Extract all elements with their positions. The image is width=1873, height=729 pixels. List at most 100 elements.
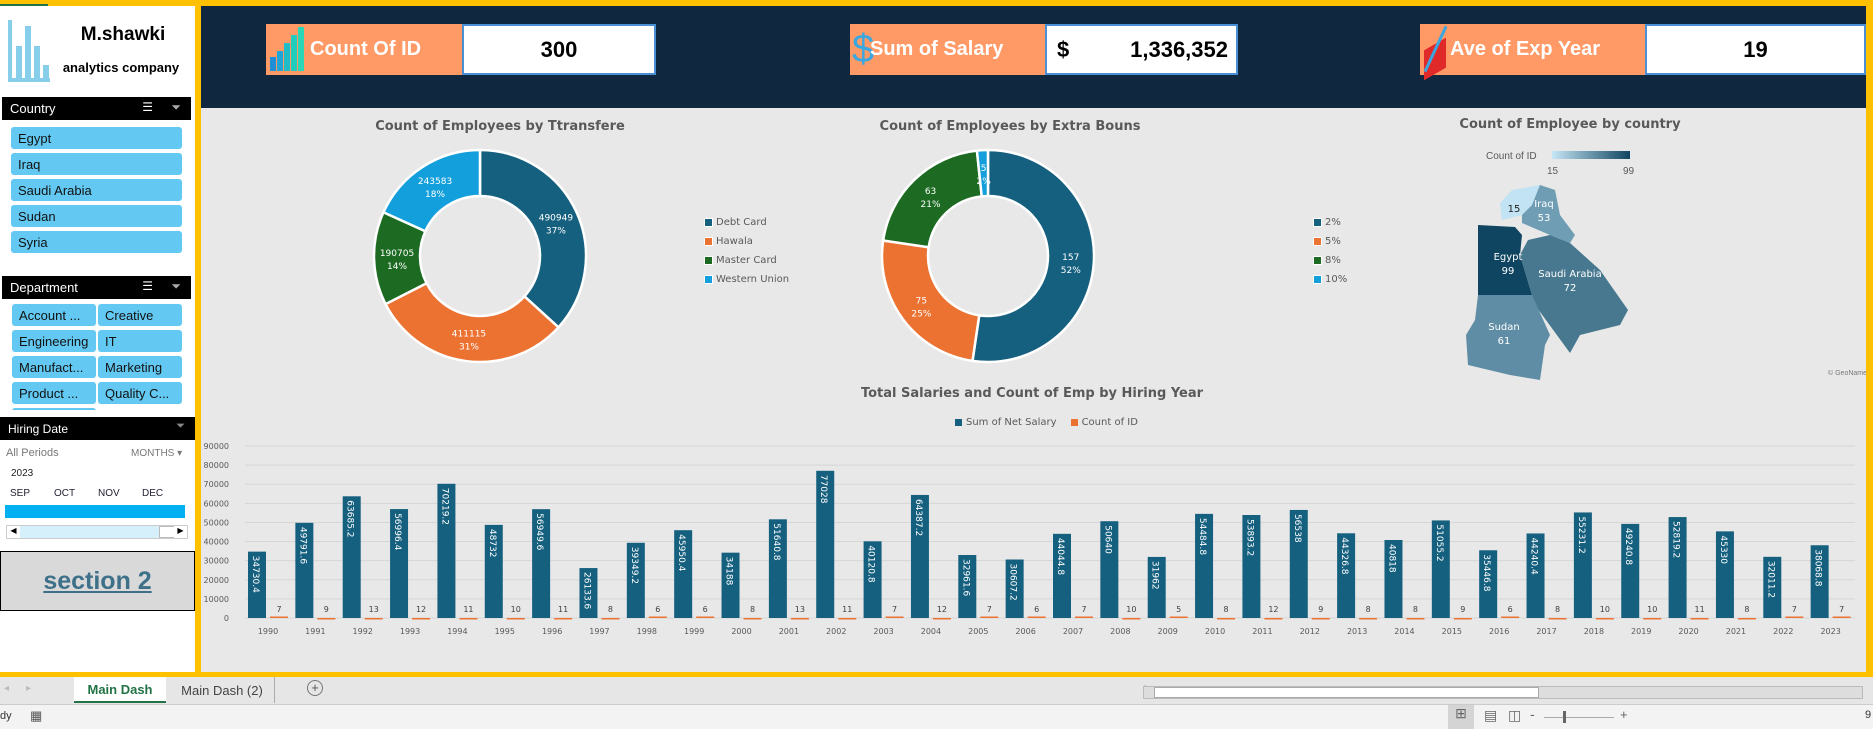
count-bar[interactable] [1169, 616, 1188, 619]
count-bar[interactable] [1122, 617, 1141, 620]
salary-bar[interactable] [910, 494, 929, 618]
department-slicer-item[interactable]: Product ... [12, 382, 96, 404]
count-bar[interactable] [412, 617, 431, 620]
count-bar[interactable] [1311, 617, 1330, 620]
add-sheet-icon[interactable]: + [307, 680, 323, 696]
salary-bar[interactable] [1621, 523, 1640, 618]
salary-bar[interactable] [484, 524, 503, 618]
department-slicer-item[interactable]: Account ... [12, 304, 96, 326]
salary-bar[interactable] [1289, 509, 1308, 618]
salary-bar[interactable] [1195, 513, 1214, 618]
department-slicer-item[interactable]: Marketing [98, 356, 182, 378]
count-bar[interactable] [648, 616, 667, 619]
count-bar[interactable] [1359, 617, 1378, 620]
department-slicer-item[interactable]: Quality C... [98, 382, 182, 404]
count-bar[interactable] [1406, 617, 1425, 620]
count-bar[interactable] [1264, 617, 1283, 620]
count-bar[interactable] [317, 617, 336, 620]
salary-bar[interactable] [1479, 550, 1498, 618]
donut-slice[interactable] [971, 148, 1096, 364]
count-bar[interactable] [1595, 617, 1614, 620]
count-bar[interactable] [1027, 616, 1046, 619]
country-slicer-item[interactable]: Saudi Arabia [11, 179, 182, 201]
count-bar[interactable] [364, 617, 383, 620]
clear-filter-icon[interactable]: ⏷ [171, 100, 181, 114]
tab-main-dash[interactable]: Main Dash [74, 677, 166, 703]
salary-bar[interactable] [958, 555, 977, 618]
salary-bar[interactable] [1715, 531, 1734, 618]
count-bar[interactable] [885, 616, 904, 619]
clear-filter-icon[interactable]: ⏷ [171, 279, 181, 293]
zoom-out-icon[interactable]: - [1530, 706, 1535, 722]
page-break-icon[interactable]: ◫ [1508, 707, 1522, 723]
count-bar[interactable] [1785, 616, 1804, 619]
count-bar[interactable] [696, 616, 715, 619]
salary-bar[interactable] [1053, 533, 1071, 618]
page-layout-icon[interactable]: ▤ [1484, 707, 1498, 723]
horizontal-scrollbar[interactable] [1143, 686, 1863, 699]
salary-bar[interactable] [1431, 520, 1450, 618]
salary-bar[interactable] [390, 509, 409, 618]
donut-slice[interactable] [880, 239, 981, 363]
salary-bar[interactable] [437, 483, 456, 618]
department-slicer-item[interactable]: Sales [12, 408, 96, 410]
department-slicer-item[interactable]: Engineering [12, 330, 96, 352]
count-bar[interactable] [932, 617, 951, 620]
donut-slice[interactable] [383, 281, 561, 364]
count-bar[interactable] [1217, 617, 1236, 620]
salary-bar[interactable] [1337, 533, 1356, 618]
salary-bar[interactable] [768, 519, 787, 618]
zoom-in-icon[interactable]: + [1620, 707, 1628, 722]
salary-bar[interactable] [342, 496, 361, 618]
salary-bar[interactable] [532, 509, 551, 618]
count-bar[interactable] [1690, 617, 1709, 620]
count-bar[interactable] [601, 617, 620, 620]
tab-main-dash-2[interactable]: Main Dash (2) [170, 677, 275, 703]
count-bar[interactable] [980, 616, 999, 619]
count-bar[interactable] [1453, 617, 1472, 620]
count-bar[interactable] [1501, 616, 1520, 619]
salary-bar[interactable] [1526, 533, 1545, 618]
salary-bar[interactable] [1810, 545, 1829, 618]
salary-bar[interactable] [1005, 559, 1024, 618]
count-bar[interactable] [1643, 617, 1662, 620]
count-bar[interactable] [790, 617, 809, 620]
section-2-button[interactable]: section 2 [0, 551, 195, 611]
count-bar[interactable] [1548, 617, 1567, 620]
map-region-saudi[interactable] [1520, 235, 1628, 353]
salary-bar[interactable] [626, 542, 645, 618]
time-level-dropdown[interactable]: MONTHS ▾ [131, 448, 183, 459]
map-region-syria[interactable] [1500, 185, 1540, 220]
normal-view-icon[interactable]: ⊞ [1448, 705, 1474, 729]
count-bar[interactable] [554, 617, 573, 620]
salary-bar[interactable] [1242, 515, 1261, 618]
salary-bar[interactable] [863, 541, 882, 618]
salary-bar[interactable] [1100, 521, 1119, 618]
salary-bar[interactable] [248, 551, 266, 618]
count-bar[interactable] [1075, 616, 1093, 619]
count-bar[interactable] [459, 617, 478, 620]
country-slicer-item[interactable]: Syria [11, 231, 182, 253]
section-2-link[interactable]: section 2 [43, 566, 152, 595]
department-slicer-item[interactable]: IT [98, 330, 182, 352]
salary-bar[interactable] [579, 568, 598, 618]
tab-scroll-left-icon[interactable]: ◂ [4, 683, 10, 694]
map-region-iraq[interactable] [1522, 185, 1575, 243]
count-bar[interactable] [1737, 617, 1756, 620]
clear-filter-icon[interactable]: ⏷ [176, 420, 185, 432]
country-slicer-item[interactable]: Sudan [11, 205, 182, 227]
count-bar[interactable] [270, 616, 288, 619]
salary-bar[interactable] [295, 522, 314, 618]
scroll-right-icon[interactable]: ▶ [174, 526, 187, 538]
department-slicer-item[interactable]: Creative [98, 304, 182, 326]
multi-select-icon[interactable]: ☰ [142, 100, 153, 114]
scroll-thumb[interactable] [159, 526, 175, 538]
donut-slice[interactable] [478, 148, 588, 330]
timeline-selection-bar[interactable] [5, 505, 185, 518]
zoom-slider-thumb[interactable] [1563, 711, 1566, 723]
salary-bar[interactable] [1668, 517, 1687, 618]
salary-bar[interactable] [816, 470, 835, 618]
country-slicer-item[interactable]: Egypt [11, 127, 182, 149]
salary-bar[interactable] [1147, 556, 1166, 618]
macro-record-icon[interactable]: ▦ [30, 708, 43, 723]
